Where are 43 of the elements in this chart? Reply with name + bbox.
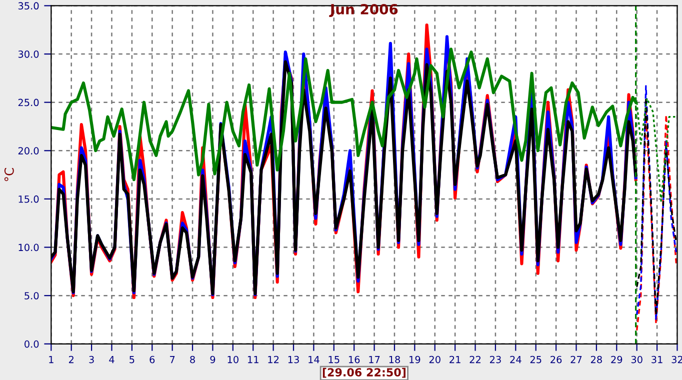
x-tick-label: 9 [210,356,216,364]
x-tick-label: 1 [49,356,54,364]
x-tick-label: 26 [550,356,562,364]
x-tick-label: 21 [450,356,460,364]
x-tick-label: 2 [68,356,74,364]
x-tick-label: 10 [228,356,238,364]
x-tick-label: 32 [672,356,682,364]
x-axis-title: [29.06 22:50] [322,368,406,378]
x-tick-label: 16 [348,356,360,364]
x-tick-label: 25 [530,356,542,364]
x-tick-label: 31 [652,356,662,364]
y-tick-label: 0.0 [24,340,39,348]
x-tick-label: 29 [611,356,622,364]
x-tick-label: 7 [170,356,175,364]
y-tick-label: 20.0 [18,147,39,154]
x-tick-label: 5 [130,356,134,364]
x-tick-label: 27 [570,356,582,364]
x-tick-label: 23 [490,356,501,364]
x-tick-label: 20 [429,356,440,364]
x-tick-label: 15 [328,356,340,364]
x-tick-label: 18 [389,356,400,364]
x-tick-label: 14 [308,356,320,364]
x-tick-label: 28 [590,356,602,364]
y-tick-label: 10.0 [18,244,39,252]
x-tick-label: 30 [631,356,642,364]
x-tick-label: 19 [410,356,420,364]
x-tick-label: 6 [150,356,155,364]
x-tick-label: 3 [89,356,94,364]
x-tick-label: 12 [268,356,279,364]
x-tick-label: 24 [510,356,522,364]
x-tick-label: 11 [248,356,258,364]
y-axis-title: °C [4,168,14,182]
y-tick-label: 35.0 [18,2,39,10]
chart-title: Jun 2006 [329,4,398,18]
y-tick-label: 5.0 [24,292,39,300]
y-tick-label: 25.0 [18,98,39,106]
x-tick-label: 4 [109,356,114,364]
x-tick-label: 13 [288,356,299,364]
x-tick-label: 17 [369,356,380,364]
x-tick-label: 22 [470,356,480,364]
y-tick-label: 30.0 [18,50,39,58]
x-tick-label: 8 [190,356,195,364]
y-tick-label: 15.0 [18,195,39,203]
